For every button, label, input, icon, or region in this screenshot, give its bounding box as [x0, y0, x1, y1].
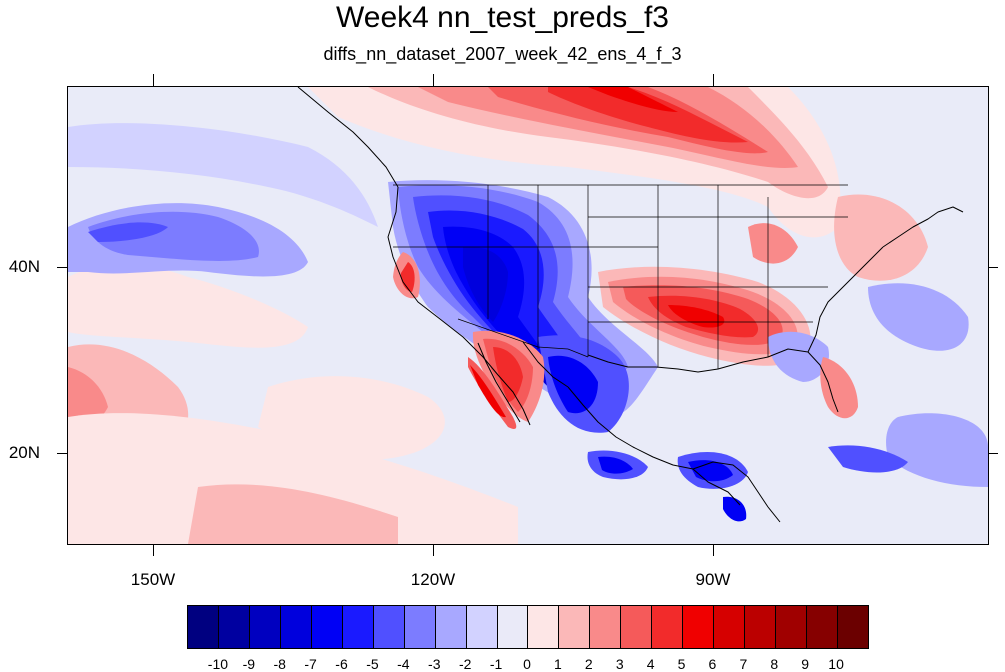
colorbar-label: 2	[584, 656, 593, 672]
colorbar-label: 7	[739, 656, 748, 672]
colorbar-swatch-18	[745, 606, 777, 648]
colorbar-label: -2	[458, 656, 472, 672]
colorbar-swatch-15	[652, 606, 684, 648]
lon-label-90w: 90W	[695, 570, 731, 589]
colorbar-label: 8	[770, 656, 779, 672]
lat-label-40n: 40N	[8, 257, 40, 276]
colorbar-label: -8	[273, 656, 286, 672]
colorbar-label: -6	[335, 656, 348, 672]
colorbar-swatch-5	[342, 606, 374, 648]
colorbar-label: 3	[615, 656, 624, 672]
map-panel	[67, 86, 989, 545]
colorbar-label: 6	[708, 656, 717, 672]
colorbar-swatch-20	[807, 606, 839, 648]
colorbar-label: 0	[523, 656, 531, 672]
ytick-20n-left	[57, 453, 67, 454]
colorbar-swatch-7	[404, 606, 436, 648]
colorbar-label: 10	[828, 656, 844, 672]
colorbar-swatch-4	[311, 606, 343, 648]
lon-label-150w: 150W	[130, 570, 176, 589]
colorbar-swatch-19	[776, 606, 808, 648]
colorbar-swatch-16	[683, 606, 715, 648]
colorbar-label: -3	[428, 656, 441, 672]
ytick-20n-right	[988, 453, 998, 454]
colorbar-swatch-9	[466, 606, 498, 648]
plot-subtitle: diffs_nn_dataset_2007_week_42_ens_4_f_3	[323, 44, 682, 64]
plot-title: Week4 nn_test_preds_f3	[335, 1, 669, 34]
colorbar-label: 1	[554, 656, 562, 672]
colorbar-swatch-6	[373, 606, 405, 648]
colorbar-label: -5	[366, 656, 379, 672]
lon-label-120w: 120W	[410, 570, 456, 589]
colorbar-swatch-8	[435, 606, 467, 648]
ytick-40n-right	[988, 267, 998, 268]
colorbar	[187, 605, 869, 649]
colorbar-swatch-1	[218, 606, 250, 648]
xtick-top-120w	[433, 74, 434, 86]
colorbar-label: -7	[304, 656, 317, 672]
xtick-top-90w	[713, 74, 714, 86]
colorbar-label: 4	[646, 656, 655, 672]
xtick-top-150w	[153, 74, 154, 86]
lat-label-20n: 20N	[8, 443, 40, 462]
colorbar-swatch-3	[280, 606, 312, 648]
ytick-40n-left	[57, 267, 67, 268]
colorbar-swatch-11	[528, 606, 560, 648]
colorbar-swatch-0	[188, 606, 219, 648]
colorbar-label: -4	[397, 656, 410, 672]
colorbar-label: -9	[242, 656, 256, 672]
colorbar-swatch-13	[590, 606, 622, 648]
anomaly-contour-map	[68, 87, 988, 544]
colorbar-label: 9	[801, 656, 810, 672]
colorbar-label: -1	[489, 656, 503, 672]
colorbar-label: 5	[677, 656, 686, 672]
colorbar-swatch-17	[714, 606, 746, 648]
colorbar-swatch-21	[838, 606, 868, 648]
xtick-bottom-150w	[153, 544, 154, 556]
xtick-bottom-120w	[433, 544, 434, 556]
xtick-bottom-90w	[713, 544, 714, 556]
colorbar-label: -10	[207, 656, 229, 672]
colorbar-swatch-12	[559, 606, 591, 648]
colorbar-swatch-10	[497, 606, 529, 648]
colorbar-swatch-14	[621, 606, 653, 648]
colorbar-swatch-2	[249, 606, 281, 648]
